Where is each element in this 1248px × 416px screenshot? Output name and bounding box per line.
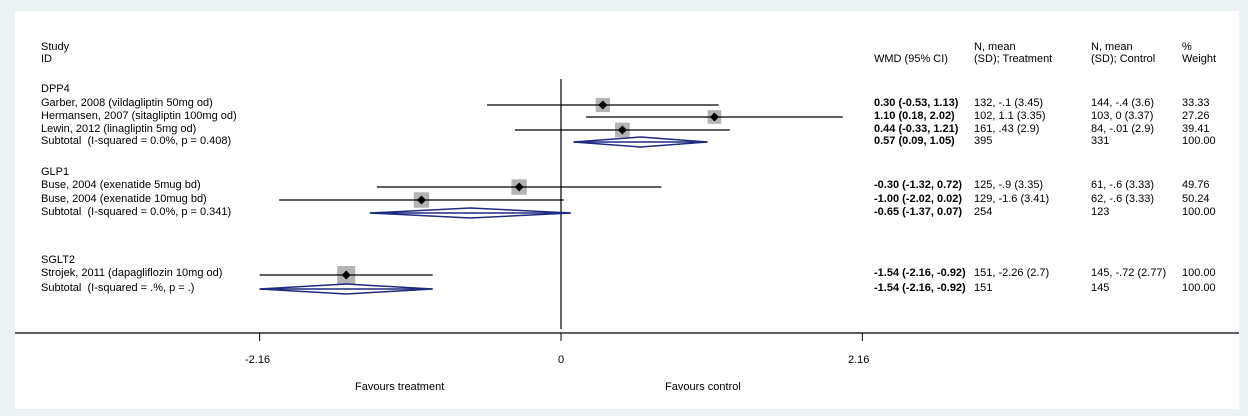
subtotal-treatment: 151 [974, 282, 993, 294]
header-weight-2: Weight [1182, 53, 1217, 65]
subtotal-treatment: 395 [974, 135, 993, 147]
study-ci-text: 0.30 (-0.53, 1.13) [874, 97, 959, 109]
study-label: Buse, 2004 (exenatide 5mug bd) [41, 179, 201, 191]
study-label: Hermansen, 2007 (sitagliptin 100mg od) [41, 110, 237, 122]
study-control: 144, -.4 (3.6) [1091, 97, 1154, 109]
subtotal-ci-text: -0.65 (-1.37, 0.07) [874, 206, 963, 218]
study-label: Garber, 2008 (vildagliptin 50mg od) [41, 97, 213, 109]
study-point-estimate [598, 100, 608, 110]
study-point-estimate [617, 125, 627, 135]
study-control: 61, -.6 (3.33) [1091, 179, 1154, 191]
header-weight-1: % [1182, 41, 1192, 53]
study-ci-text: 1.10 (0.18, 2.02) [874, 110, 955, 122]
study-point-estimate [514, 182, 524, 192]
study-control: 62, -.6 (3.33) [1091, 193, 1154, 205]
study-weight: 49.76 [1182, 179, 1210, 191]
forest-plot-svg [15, 79, 1239, 341]
study-weight: 39.41 [1182, 123, 1210, 135]
study-point-estimate [341, 270, 351, 280]
favours-control-label: Favours control [665, 381, 741, 393]
header-id: ID [41, 53, 52, 65]
study-treatment: 129, -1.6 (3.41) [974, 193, 1050, 205]
study-treatment: 132, -.1 (3.45) [974, 97, 1044, 109]
x-tick-label: 0 [558, 354, 565, 366]
subtotal-control: 331 [1091, 135, 1110, 147]
subtotal-control: 123 [1091, 206, 1110, 218]
subtotal-treatment: 254 [974, 206, 993, 218]
study-treatment: 151, -2.26 (2.7) [974, 267, 1050, 279]
study-weight: 50.24 [1182, 193, 1210, 205]
header-treatment-2: (SD); Treatment [974, 53, 1053, 65]
subtotal-ci-text: 0.57 (0.09, 1.05) [874, 135, 955, 147]
group-name: SGLT2 [41, 254, 76, 266]
subtotal-control: 145 [1091, 282, 1110, 294]
study-label: Buse, 2004 (exenatide 10mug bd) [41, 193, 207, 205]
header-treatment-1: N, mean [974, 41, 1016, 53]
study-weight: 33.33 [1182, 97, 1210, 109]
forest-plot-panel: Study ID WMD (95% CI) N, mean (SD); Trea… [15, 11, 1239, 409]
header-wmd: WMD (95% CI) [874, 53, 948, 65]
x-tick-label: -2.16 [245, 354, 271, 366]
subtotal-label: Subtotal (I-squared = 0.0%, p = 0.408) [41, 135, 232, 147]
subtotal-weight: 100.00 [1182, 282, 1216, 294]
study-control: 145, -.72 (2.77) [1091, 267, 1167, 279]
study-treatment: 161, .43 (2.9) [974, 123, 1040, 135]
subtotal-label: Subtotal (I-squared = .%, p = .) [41, 282, 195, 294]
header-study: Study [41, 41, 70, 53]
favours-treatment-label: Favours treatment [355, 381, 445, 393]
group-name: GLP1 [41, 166, 70, 178]
study-ci-text: -1.00 (-2.02, 0.02) [874, 193, 963, 205]
header-control-1: N, mean [1091, 41, 1133, 53]
subtotal-ci-text: -1.54 (-2.16, -0.92) [874, 282, 966, 294]
study-weight: 27.26 [1182, 110, 1210, 122]
study-ci-text: -0.30 (-1.32, 0.72) [874, 179, 963, 191]
study-treatment: 102, 1.1 (3.35) [974, 110, 1046, 122]
study-point-estimate [709, 112, 719, 122]
study-treatment: 125, -.9 (3.35) [974, 179, 1044, 191]
study-ci-text: -1.54 (-2.16, -0.92) [874, 267, 966, 279]
study-label: Strojek, 2011 (dapagliflozin 10mg od) [41, 267, 223, 279]
study-point-estimate [417, 195, 426, 205]
subtotal-weight: 100.00 [1182, 206, 1216, 218]
study-weight: 100.00 [1182, 267, 1216, 279]
study-ci-text: 0.44 (-0.33, 1.21) [874, 123, 959, 135]
study-control: 103, 0 (3.37) [1091, 110, 1154, 122]
subtotal-weight: 100.00 [1182, 135, 1216, 147]
study-control: 84, -.01 (2.9) [1091, 123, 1154, 135]
subtotal-label: Subtotal (I-squared = 0.0%, p = 0.341) [41, 206, 232, 218]
header-control-2: (SD); Control [1091, 53, 1156, 65]
group-name: DPP4 [41, 83, 70, 95]
study-label: Lewin, 2012 (linagliptin 5mg od) [41, 123, 197, 135]
x-tick-label: 2.16 [848, 354, 870, 366]
